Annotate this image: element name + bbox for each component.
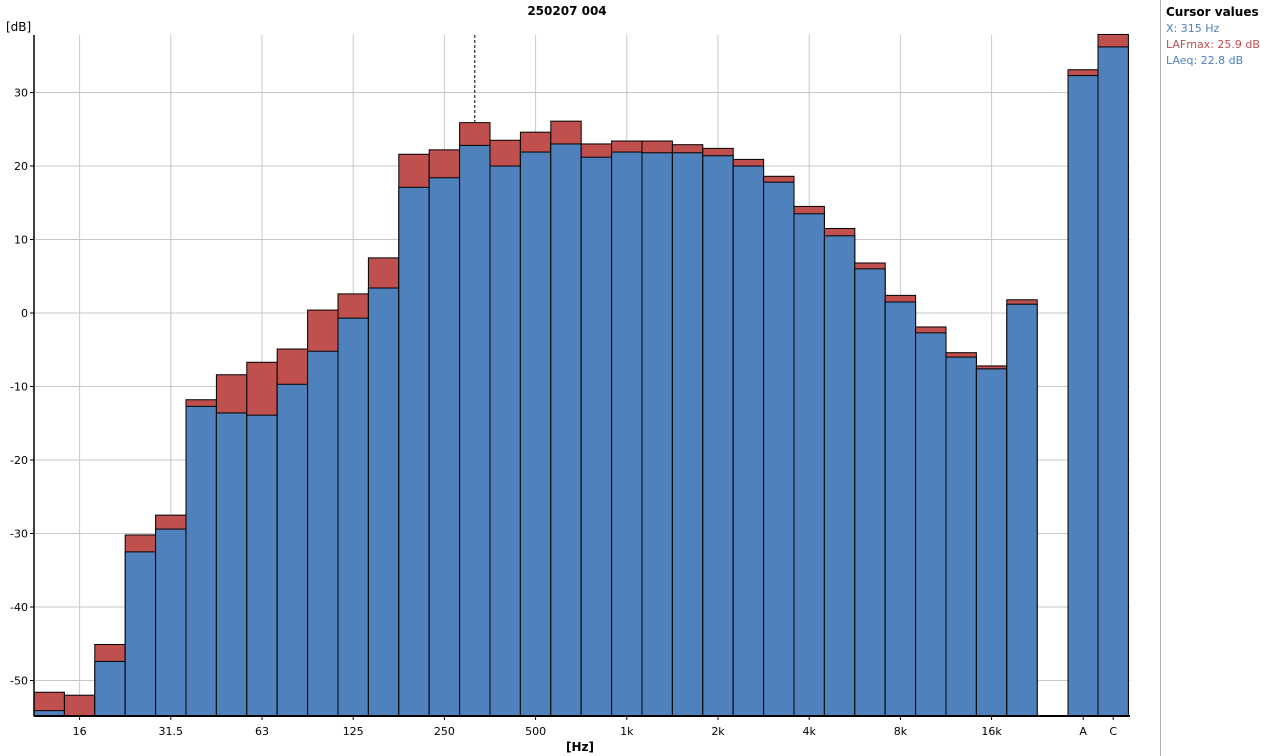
bar-laeq-40	[185, 405, 217, 717]
x-tick-label: 8k	[894, 725, 908, 738]
bar-lafmax-16	[63, 694, 96, 717]
y-tick-label: -20	[10, 454, 28, 467]
x-tick-label: 500	[525, 725, 546, 738]
axes: 30 20 10 0 -10 -20 -30 -40 -50 16 31.5 63 125 250 500 1…	[10, 35, 1130, 738]
bar-laeq-400	[489, 165, 521, 717]
bar-laeq-4k	[793, 213, 825, 717]
bar-laeq-6.3k	[854, 268, 886, 717]
bar-laeq-A	[1067, 75, 1099, 717]
bar-laeq-12.5k	[945, 356, 977, 717]
bar-laeq-160	[367, 287, 400, 717]
x-tick-label: 2k	[711, 725, 725, 738]
bar-laeq-16k	[975, 368, 1008, 717]
y-tick-label: 20	[14, 160, 28, 173]
cursor-values-panel: Cursor values X: 315 Hz LAFmax: 25.9 dB …	[1160, 0, 1266, 756]
x-tick-label: 63	[255, 725, 269, 738]
x-tick-label: 4k	[803, 725, 817, 738]
x-axis-label: [Hz]	[566, 740, 594, 754]
cursor-laeq-value: LAeq: 22.8 dB	[1166, 54, 1244, 67]
y-tick-label: -40	[10, 601, 28, 614]
x-tick-label: 250	[434, 725, 455, 738]
y-tick-label: 0	[21, 307, 28, 320]
bar-laeq-20k	[1006, 303, 1038, 717]
bar-laeq-1.25k	[641, 152, 673, 717]
bars	[33, 33, 1129, 717]
chart-title: 250207 004	[527, 4, 606, 18]
x-tick-label: C	[1109, 725, 1117, 738]
y-tick-label: -30	[10, 528, 28, 541]
bar-laeq-63	[246, 414, 278, 717]
x-tick-label: 31.5	[159, 725, 184, 738]
bar-laeq-C	[1097, 46, 1129, 717]
bar-laeq-100	[307, 350, 339, 717]
y-tick-label: 30	[14, 87, 28, 100]
bar-laeq-250	[428, 177, 461, 717]
x-tick-label: 16k	[981, 725, 1002, 738]
bar-laeq-50	[215, 412, 248, 717]
bar-laeq-3.15k	[763, 181, 795, 717]
bar-laeq-125	[337, 317, 369, 717]
bar-laeq-800	[580, 156, 613, 717]
bar-laeq-20	[94, 660, 126, 717]
y-tick-label: -50	[10, 675, 28, 688]
bar-laeq-25	[124, 551, 157, 717]
bar-laeq-31.5	[155, 528, 187, 717]
bar-laeq-2k	[702, 155, 734, 717]
bar-laeq-5k	[823, 235, 856, 717]
bar-laeq-315	[459, 144, 491, 717]
bar-laeq-630	[550, 143, 582, 717]
spectrum-chart: 250207 004 [dB] [Hz] 30 20 10 0 -10 -20 -30 -40…	[6, 4, 1130, 754]
x-tick-label: 1k	[620, 725, 634, 738]
bar-laeq-1.6k	[671, 152, 704, 717]
bar-laeq-500	[519, 151, 552, 717]
cursor-x-value: X: 315 Hz	[1166, 22, 1220, 35]
y-tick-label: -10	[10, 381, 28, 394]
bar-laeq-8k	[884, 301, 917, 717]
x-tick-label: 125	[343, 725, 364, 738]
bar-laeq-200	[398, 186, 430, 717]
cursor-values-title: Cursor values	[1166, 5, 1259, 19]
x-tick-label: A	[1079, 725, 1087, 738]
bar-laeq-1k	[611, 151, 643, 717]
bar-laeq-10k	[915, 332, 947, 717]
bar-laeq-2.5k	[732, 165, 765, 717]
y-axis-label: [dB]	[6, 20, 31, 34]
cursor-lafmax-value: LAFmax: 25.9 dB	[1166, 38, 1260, 51]
bar-laeq-80	[276, 383, 309, 717]
x-tick-label: 16	[73, 725, 87, 738]
y-tick-label: 10	[14, 234, 28, 247]
